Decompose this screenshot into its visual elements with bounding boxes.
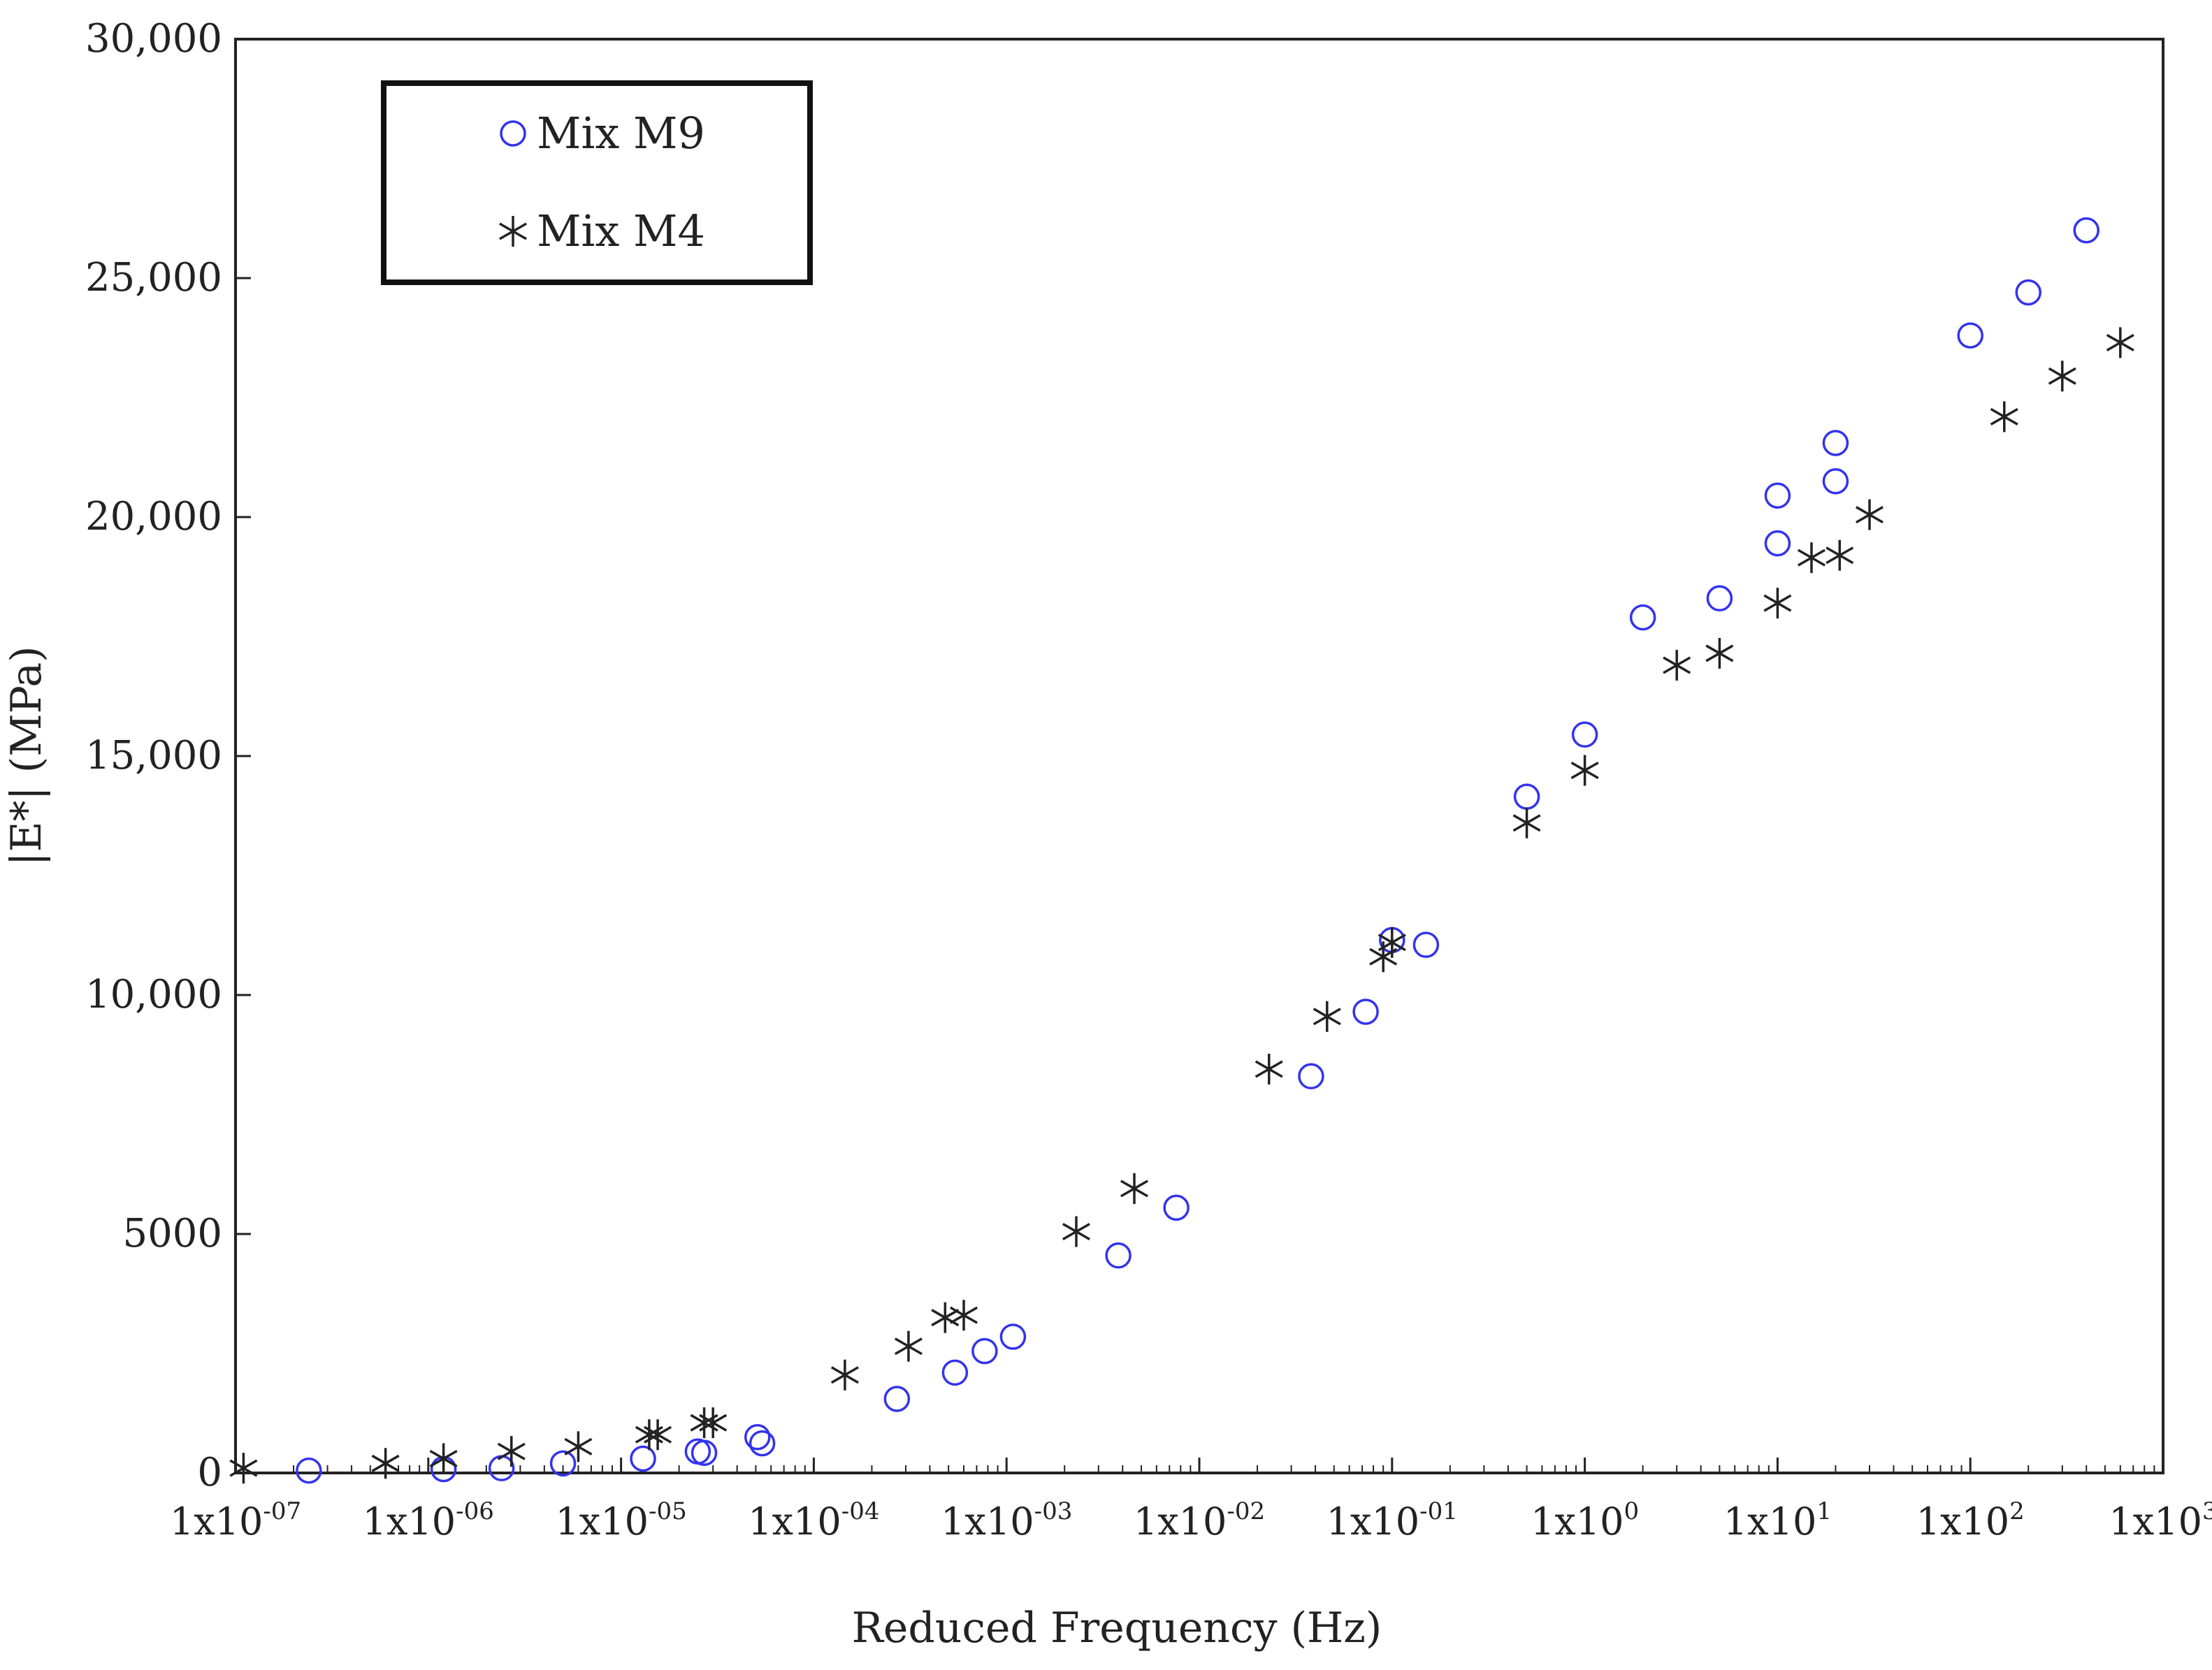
- mix-m4-point: [429, 1443, 458, 1474]
- mix-m4-point: [1855, 499, 1884, 530]
- x-tick-label: 1x101: [1723, 1497, 1832, 1544]
- mix-m4-point: [1570, 755, 1599, 786]
- mix-m9-point: [1352, 999, 1379, 1025]
- y-tick-label: 15,000: [85, 733, 222, 778]
- mix-m9-point: [1764, 530, 1791, 557]
- mix-m9-point: [971, 1337, 998, 1365]
- mix-m4-point: [229, 1453, 258, 1484]
- mix-m4-point: [1313, 1001, 1341, 1032]
- y-tick-label: 5000: [122, 1211, 222, 1256]
- mix-m9-point: [1571, 721, 1598, 748]
- y-tick-label: 20,000: [85, 494, 222, 539]
- mix-m4-point: [1990, 401, 2018, 433]
- mix-m9-point: [1163, 1194, 1190, 1221]
- mix-m9-point: [1105, 1242, 1132, 1269]
- mix-m4-point: [2106, 327, 2134, 358]
- mix-m9-point: [296, 1457, 322, 1484]
- mix-m4-point: [830, 1359, 859, 1391]
- x-tick-label: 1x103: [2109, 1497, 2212, 1544]
- mix-m4-point: [1763, 588, 1792, 619]
- mix-m4-point: [1120, 1173, 1149, 1205]
- mix-m9-point: [549, 1450, 577, 1477]
- x-tick-label: 1x102: [1916, 1497, 2025, 1544]
- mix-m4-point: [564, 1431, 593, 1462]
- mix-m4-point: [2048, 361, 2076, 392]
- mix-m9-point: [488, 1455, 515, 1481]
- series-mix-m9: [296, 217, 2099, 1484]
- mix-m4-point: [894, 1330, 923, 1362]
- mix-m4-point: [950, 1300, 978, 1331]
- x-tick-label: 1x10-02: [1134, 1497, 1265, 1544]
- mix-m9-point: [941, 1359, 969, 1386]
- mix-m9-point: [1822, 430, 1849, 456]
- mix-m9-point: [630, 1445, 656, 1472]
- mix-m9-point: [1957, 322, 1983, 349]
- mix-m9-point: [1822, 467, 1849, 495]
- y-tick-label: 0: [197, 1450, 222, 1495]
- mix-m4-point: [371, 1448, 400, 1479]
- y-tick-label: 25,000: [85, 255, 222, 300]
- mix-m9-point: [1764, 482, 1791, 509]
- series-mix-m4: [229, 327, 2134, 1484]
- mix-m9-point: [744, 1423, 771, 1451]
- mix-m4-point: [1255, 1054, 1283, 1085]
- mix-m9-point: [999, 1323, 1027, 1350]
- mix-m4-point: [1062, 1216, 1090, 1247]
- legend-label-mix-m9: Mix M9: [537, 108, 705, 159]
- mix-m4-point: [1378, 927, 1406, 958]
- mix-m4-point: [1826, 539, 1854, 571]
- legend-item-mix-m9: Mix M9: [500, 108, 705, 159]
- legend-box: [381, 80, 813, 285]
- mix-m9-point: [1706, 585, 1733, 612]
- mix-m9-point: [1513, 783, 1540, 810]
- x-tick-label: 1x10-06: [363, 1497, 494, 1544]
- x-tick-label: 1x10-03: [941, 1497, 1072, 1544]
- mix-m9-point: [883, 1386, 911, 1412]
- mix-m4-point: [1797, 542, 1826, 574]
- x-tick-label: 1x100: [1531, 1497, 1639, 1544]
- x-axis: 1x10-07 1x10-06 1x10-05 1x10-04 1x10-03 1x10-…: [170, 1458, 2212, 1544]
- data-series: [229, 217, 2134, 1484]
- legend: Mix M9 Mix M4: [381, 80, 813, 285]
- mix-m9-point: [2073, 217, 2099, 244]
- mix-m9-point: [1298, 1063, 1324, 1090]
- mix-m4-point: [931, 1302, 960, 1333]
- mix-m9-point: [691, 1439, 718, 1467]
- mix-m4-point: [497, 1436, 526, 1467]
- legend-marker-mix-m4: [498, 216, 528, 247]
- mix-m9-point: [1412, 931, 1440, 958]
- x-tick-label: 1x10-07: [170, 1497, 301, 1544]
- mix-m4-point: [699, 1407, 728, 1439]
- y-tick-label: 30,000: [85, 16, 222, 61]
- y-axis-title: |E*| (MPa): [2, 646, 51, 866]
- legend-item-mix-m4: Mix M4: [498, 205, 705, 256]
- x-tick-label: 1x10-05: [555, 1497, 686, 1544]
- y-axis: 0 5000 10,000 15,000 20,000 25,000 30,000: [85, 16, 251, 1495]
- mix-m9-point: [1629, 604, 1656, 631]
- x-tick-label: 1x10-04: [748, 1497, 879, 1544]
- legend-label-mix-m4: Mix M4: [537, 205, 705, 256]
- mix-m4-point: [1705, 637, 1734, 669]
- mix-m9-point: [2015, 279, 2041, 306]
- mix-m4-point: [1663, 650, 1691, 681]
- mix-m9-point: [749, 1430, 776, 1457]
- mix-m4-point: [1512, 807, 1541, 838]
- y-tick-label: 10,000: [85, 972, 222, 1017]
- mix-m4-point: [644, 1419, 672, 1451]
- x-tick-label: 1x10-01: [1327, 1497, 1458, 1544]
- x-axis-title: Reduced Frequency (Hz): [852, 1604, 1382, 1653]
- legend-marker-mix-m9: [500, 120, 526, 147]
